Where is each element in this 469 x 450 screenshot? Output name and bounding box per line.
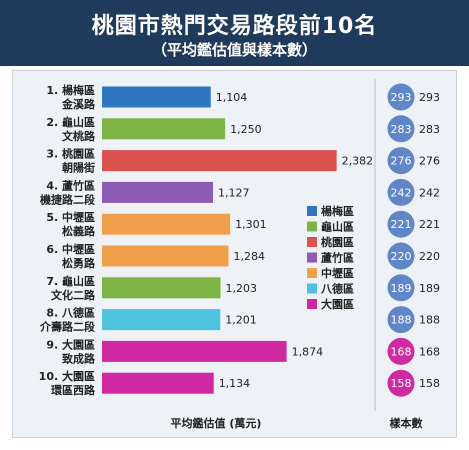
category-label-line2: 機捷路二段 [40, 192, 95, 206]
count-circle [387, 83, 415, 111]
count-circle [387, 115, 415, 143]
count-circle-label: 220 [391, 250, 412, 263]
count-circle-label: 189 [391, 282, 412, 295]
category-label-line1: 2. 龜山區 [46, 115, 95, 129]
legend-swatch [307, 299, 317, 309]
bar-value-label: 1,874 [292, 345, 324, 358]
chart-subtitle: （平均鑑估值與樣本數） [151, 41, 317, 59]
category-label-line2: 致成路 [62, 351, 96, 365]
category-label-line1: 10. 大園區 [39, 369, 95, 383]
category-label-line2: 金溪路 [61, 97, 96, 111]
category-label-line1: 7. 龜山區 [46, 274, 95, 288]
category-label-line1: 6. 中壢區 [46, 242, 95, 256]
count-circle-label: 242 [391, 186, 412, 199]
legend-label: 蘆竹區 [321, 251, 354, 265]
bar-value-label: 1,134 [219, 377, 251, 390]
bar [102, 309, 221, 331]
category-label-line2: 文桃路 [62, 129, 96, 143]
bar [102, 245, 229, 267]
legend-swatch [307, 268, 317, 278]
legend-swatch [307, 221, 317, 232]
category-label-line2: 介壽路二段 [39, 320, 95, 334]
category-label-line1: 5. 中壢區 [46, 210, 95, 224]
count-circle-label: 168 [391, 345, 412, 358]
category-label-line2: 環區西路 [51, 383, 96, 397]
bar-value-label: 1,250 [230, 123, 262, 136]
count-value-label: 293 [419, 91, 440, 104]
count-circle [387, 178, 415, 206]
count-circle [387, 369, 415, 397]
count-circle [387, 210, 415, 238]
category-label-line2: 松勇路 [62, 256, 96, 270]
legend-swatch [307, 237, 317, 247]
bar [102, 150, 337, 172]
count-value-label: 189 [419, 282, 440, 295]
count-circle-label: 158 [391, 377, 412, 390]
bar-value-label: 1,201 [225, 314, 257, 327]
title-banner: 桃園市熱門交易路段前10名 （平均鑑估值與樣本數） [0, 0, 469, 66]
count-value-label: 220 [419, 250, 440, 263]
legend-label: 桃園區 [321, 235, 354, 249]
count-circle-label: 188 [391, 314, 412, 327]
count-circle-label: 293 [391, 91, 412, 104]
legend-label: 大園區 [321, 297, 354, 311]
count-column-label: 樣本數 [390, 416, 423, 430]
bar-value-label: 1,301 [235, 218, 267, 231]
bar-value-label: 1,284 [233, 250, 265, 263]
count-value-label: 221 [419, 218, 440, 231]
bar-value-label: 1,104 [216, 91, 248, 104]
count-value-label: 242 [419, 186, 440, 199]
bar [102, 181, 214, 203]
count-circle-label: 276 [391, 155, 412, 168]
count-circle [387, 337, 415, 365]
chart-panel: 1. 楊梅區 金溪路 1,104 293 293 2. 龜山區 文桃路 1,250 283 283… [12, 70, 457, 438]
bar-value-label: 2,382 [342, 155, 374, 168]
legend-swatch [307, 252, 317, 263]
x-axis-label: 平均鑑估值 (萬元) [171, 416, 262, 430]
count-value-label: 276 [419, 155, 440, 168]
count-value-label: 158 [419, 377, 440, 390]
legend-label: 龜山區 [321, 220, 354, 234]
legend-label: 八德區 [320, 282, 354, 296]
category-label-line1: 3. 桃園區 [46, 147, 95, 161]
count-circle [387, 274, 415, 302]
category-label-line1: 1. 楊梅區 [46, 83, 95, 97]
count-value-label: 283 [419, 123, 440, 136]
legend-swatch [307, 283, 317, 294]
bar [102, 86, 211, 108]
category-label-line1: 8. 八德區 [46, 306, 95, 320]
category-label-line2: 朝陽街 [62, 161, 95, 175]
category-label-line2: 松義路 [62, 224, 96, 238]
bar-value-label: 1,203 [225, 282, 256, 295]
count-circle [387, 147, 415, 175]
bar [102, 213, 231, 235]
bar [102, 372, 214, 394]
count-circle-label: 283 [391, 123, 412, 136]
category-label-line2: 文化二路 [51, 288, 96, 302]
bar-value-label: 1,127 [218, 186, 250, 199]
legend-label: 中壢區 [321, 266, 354, 280]
legend-label: 楊梅區 [321, 204, 354, 218]
category-label-line1: 4. 蘆竹區 [46, 178, 95, 192]
legend-swatch [307, 206, 317, 216]
count-value-label: 168 [419, 345, 440, 358]
count-circle-label: 221 [391, 218, 412, 231]
count-circle [387, 242, 415, 270]
bar [102, 340, 287, 362]
chart-title: 桃園市熱門交易路段前10名 [91, 14, 378, 39]
bar [102, 118, 226, 140]
count-value-label: 188 [419, 314, 440, 327]
count-circle [387, 306, 415, 334]
category-label-line1: 9. 大園區 [46, 337, 95, 351]
bar [102, 277, 221, 299]
